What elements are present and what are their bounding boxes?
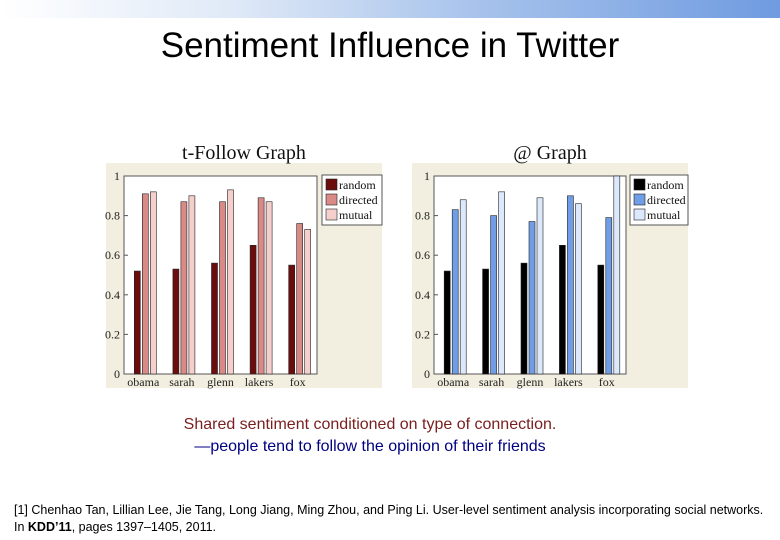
y-tick-label: 1 [114,169,120,183]
bar-random-lakers [559,245,566,375]
bar-directed-fox [605,217,613,375]
bar-mutual-sarah [498,191,505,375]
chart-at-graph: @ Graph 0 0.2 0.4 0.6 0.8 1 obama sarah glenn lake… [412,142,689,389]
bar-directed-sarah [180,201,188,375]
y-tick-label: 0.6 [415,248,430,262]
bar-mutual-glenn [227,189,234,375]
bar-mutual-fox [304,229,312,375]
reference-citation: [1] Chenhao Tan, Lillian Lee, Jie Tang, … [14,502,770,536]
bar-directed-lakers [567,195,574,375]
bar-mutual-lakers [575,203,582,375]
x-tick-label: obama [437,375,470,389]
bar-random-obama [134,270,141,375]
legend-label-mutual: mutual [647,208,681,222]
reference-venue: KDD’11 [27,520,72,534]
y-tick-label: 0.4 [105,288,120,302]
legend-swatch-directed [325,193,338,206]
y-tick-label: 0 [114,367,120,381]
chart-title: t-Follow Graph [182,142,306,164]
legend-label-random: random [647,178,684,192]
bar-mutual-sarah [188,195,196,375]
legend-swatch-mutual [633,208,646,221]
x-tick-label: fox [599,375,615,389]
x-tick-label: sarah [169,375,194,389]
bar-directed-lakers [257,197,265,375]
caption-line-1: Shared sentiment conditioned on type of … [183,416,557,433]
reference-prefix: [1] Chenhao Tan, Lillian Lee, Jie Tang, … [14,503,764,534]
chart-title: @ Graph [513,142,586,164]
bar-mutual-lakers [265,201,273,375]
bar-directed-fox [296,223,304,375]
y-tick-label: 0 [424,367,430,381]
bar-random-lakers [249,245,257,375]
bar-directed-sarah [490,215,497,375]
bar-random-fox [288,264,296,375]
reference-suffix: , pages 1397–1405, 2011. [71,520,217,534]
y-tick-label: 1 [424,169,430,183]
legend-swatch-random [633,178,646,191]
x-tick-label: lakers [554,375,583,389]
x-tick-label: glenn [207,375,234,389]
legend-swatch-mutual [325,208,338,221]
bar-random-glenn [520,262,528,375]
bar-random-sarah [172,268,180,375]
legend-swatch-random [325,178,338,191]
x-tick-label: sarah [479,375,504,389]
bar-mutual-obama [459,199,467,375]
legend-label-directed: directed [647,193,686,207]
chart-t-follow-graph: t-Follow Graph 0 0.2 0.4 0.6 0.8 1 obama sarah gl… [105,142,383,389]
y-tick-label: 0.2 [105,327,120,341]
y-tick-label: 0.4 [415,288,430,302]
slide-title: Sentiment Influence in Twitter [160,26,620,65]
y-tick-label: 0.2 [415,327,430,341]
x-tick-label: glenn [517,375,544,389]
caption-line-2: —people tend to follow the opinion of th… [194,438,546,455]
y-tick-label: 0.8 [105,209,120,223]
x-tick-label: fox [290,375,306,389]
bar-random-fox [597,264,605,375]
bar-mutual-fox [613,175,621,375]
bar-directed-obama [142,193,149,375]
bar-mutual-obama [150,191,157,375]
bar-random-obama [443,270,451,375]
bar-mutual-glenn [536,197,544,375]
bar-random-glenn [211,262,218,375]
y-tick-label: 0.6 [105,248,120,262]
legend-swatch-directed [633,193,646,206]
legend-label-random: random [339,178,376,192]
legend-label-directed: directed [339,193,378,207]
bar-random-sarah [482,268,489,375]
bar-directed-obama [451,209,459,375]
bar-directed-glenn [528,221,536,375]
x-tick-label: obama [127,375,160,389]
legend-label-mutual: mutual [339,208,373,222]
top-gradient-band [0,0,780,18]
y-tick-label: 0.8 [415,209,430,223]
bar-directed-glenn [219,201,226,375]
x-tick-label: lakers [245,375,274,389]
